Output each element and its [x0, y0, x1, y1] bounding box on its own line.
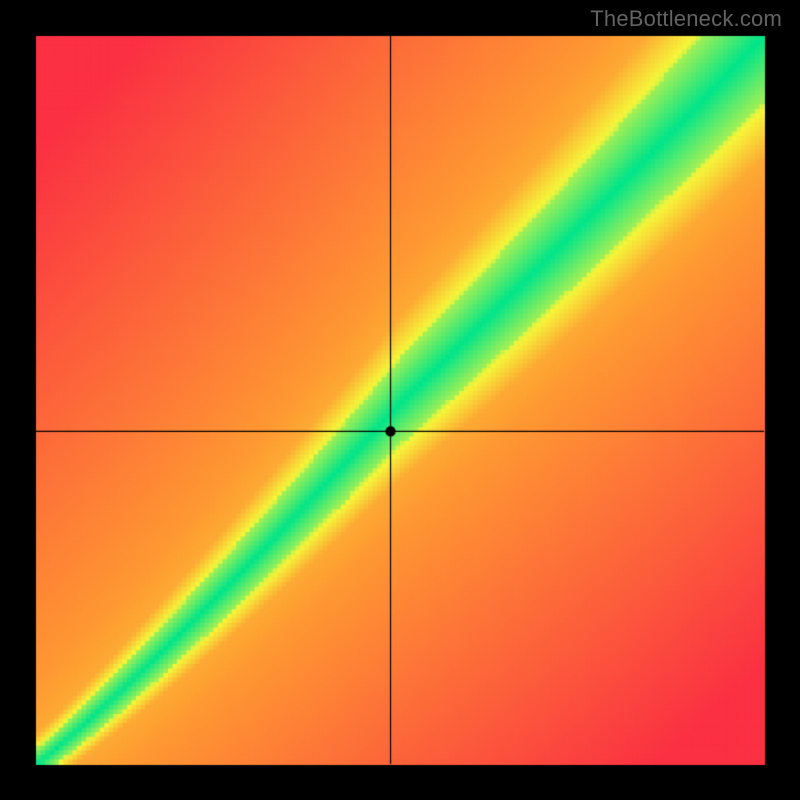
bottleneck-heatmap [0, 0, 800, 800]
chart-container: TheBottleneck.com [0, 0, 800, 800]
watermark-text: TheBottleneck.com [590, 6, 782, 32]
